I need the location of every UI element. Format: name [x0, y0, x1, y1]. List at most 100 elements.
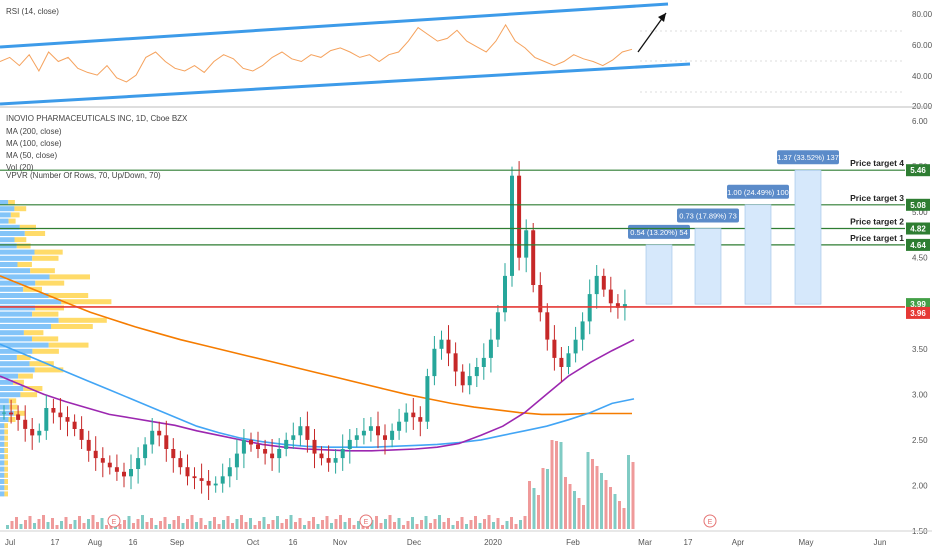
- volume-bar: [456, 521, 459, 529]
- vpvr-bar-down: [32, 348, 59, 354]
- vpvr-bar-down: [17, 262, 32, 267]
- price-tick-label: 6.00: [912, 117, 928, 126]
- candle-body: [383, 435, 387, 440]
- target-box-text: 0.54 (13.20%) 54: [630, 228, 688, 237]
- price-tick-label: 4.50: [912, 254, 928, 263]
- candle-body: [136, 458, 141, 469]
- candle-body: [488, 339, 493, 358]
- volume-bar: [352, 525, 356, 529]
- price-badge-layer: 5.46 5.08 4.82 4.64 3.993.96: [906, 164, 930, 319]
- candle-body: [601, 275, 606, 290]
- candle-layer: [2, 161, 627, 500]
- candle-body: [277, 449, 282, 459]
- target-box-text: 1.37 (33.52%) 137: [777, 153, 839, 162]
- candle-body: [249, 439, 253, 445]
- time-label: Feb: [566, 538, 580, 547]
- candle-body: [376, 426, 380, 436]
- price-badge: [906, 222, 930, 235]
- volume-bar: [627, 455, 630, 529]
- volume-bar: [240, 515, 243, 529]
- volume-bar: [514, 524, 518, 529]
- legend-ma100[interactable]: MA (100, close): [6, 139, 62, 148]
- candle-body: [354, 435, 359, 440]
- candle-body: [510, 175, 514, 276]
- volume-bar: [406, 521, 410, 529]
- vpvr-bar-up: [0, 243, 17, 249]
- volume-bar: [501, 525, 504, 529]
- legend-ma50[interactable]: MA (50, close): [6, 151, 57, 160]
- ma50-line: [0, 338, 635, 452]
- volume-bar: [465, 524, 468, 529]
- candle-body: [9, 412, 14, 415]
- volume-bar: [177, 516, 180, 529]
- volume-bar: [532, 488, 536, 529]
- candle-body: [552, 339, 557, 358]
- volume-bar: [69, 524, 72, 529]
- volume-bar: [213, 517, 216, 529]
- legend-vpvr[interactable]: VPVR (Number Of Rows, 70, Up/Down, 70): [6, 171, 161, 180]
- time-label: Aug: [88, 538, 102, 547]
- time-label: 17: [51, 538, 60, 547]
- legend-ma200[interactable]: MA (200, close): [6, 127, 62, 136]
- vpvr-bar-down: [35, 280, 65, 286]
- volume-bar: [222, 520, 225, 529]
- candle-body: [199, 478, 204, 481]
- volume-bar: [415, 524, 419, 529]
- earnings-marker: [359, 514, 373, 528]
- vpvr-bar-down: [32, 336, 59, 342]
- candle-body: [580, 321, 585, 340]
- vpvr-bar-down: [16, 243, 31, 249]
- volume-bar: [19, 524, 23, 529]
- volume-bar: [105, 525, 108, 529]
- volume-bar: [348, 518, 351, 529]
- vpvr-bar-up: [0, 441, 5, 447]
- volume-bar: [492, 522, 495, 529]
- rsi-channel-upper: [0, 2, 669, 49]
- vpvr-bar-up: [0, 224, 20, 230]
- volume-bar: [451, 525, 455, 529]
- volume-bar: [321, 520, 324, 529]
- volume-bar: [91, 515, 95, 529]
- vpvr-bar-up: [0, 293, 49, 298]
- candle-body: [23, 419, 28, 429]
- volume-bar: [204, 525, 207, 529]
- volume-bar: [42, 515, 45, 529]
- candle-body: [157, 430, 162, 436]
- vpvr-bar-up: [0, 317, 59, 323]
- volume-bar: [505, 521, 509, 529]
- candle-body: [347, 439, 352, 449]
- vpvr-bar-down: [4, 454, 8, 460]
- rsi-tick-40: 40.00: [912, 72, 932, 81]
- earnings-marker-label: E: [112, 519, 117, 526]
- volume-bar: [82, 523, 86, 529]
- volume-bar: [564, 477, 567, 529]
- price-badge: [906, 238, 930, 251]
- candle-body: [531, 230, 536, 285]
- symbol-title[interactable]: INOVIO PHARMACEUTICALS INC, 1D, Cboe BZX: [6, 114, 188, 123]
- vpvr-bar-down: [4, 479, 8, 484]
- vpvr-bar-up: [0, 410, 14, 416]
- volume-bar: [186, 519, 189, 529]
- volume-bar: [420, 520, 423, 529]
- volume-bar: [150, 518, 153, 529]
- candle-body: [178, 458, 183, 468]
- candle-body: [608, 289, 613, 304]
- volume-bar: [226, 516, 230, 529]
- candle-body: [122, 471, 126, 477]
- legend-volume[interactable]: Vol (20): [6, 163, 34, 172]
- candle-body: [79, 429, 84, 440]
- candle-body: [143, 444, 148, 459]
- candle-body: [213, 483, 218, 486]
- volume-bar: [145, 522, 149, 529]
- price-badge-text: 4.64: [910, 241, 926, 250]
- volume-bar: [276, 516, 279, 529]
- candle-body: [100, 458, 105, 463]
- candle-body: [467, 376, 472, 386]
- target-box: [777, 150, 839, 165]
- candle-body: [460, 371, 465, 386]
- candle-body: [114, 467, 119, 472]
- earnings-marker: [107, 514, 121, 528]
- rsi-title: RSI (14, close): [6, 7, 59, 16]
- volume-bar: [208, 521, 212, 529]
